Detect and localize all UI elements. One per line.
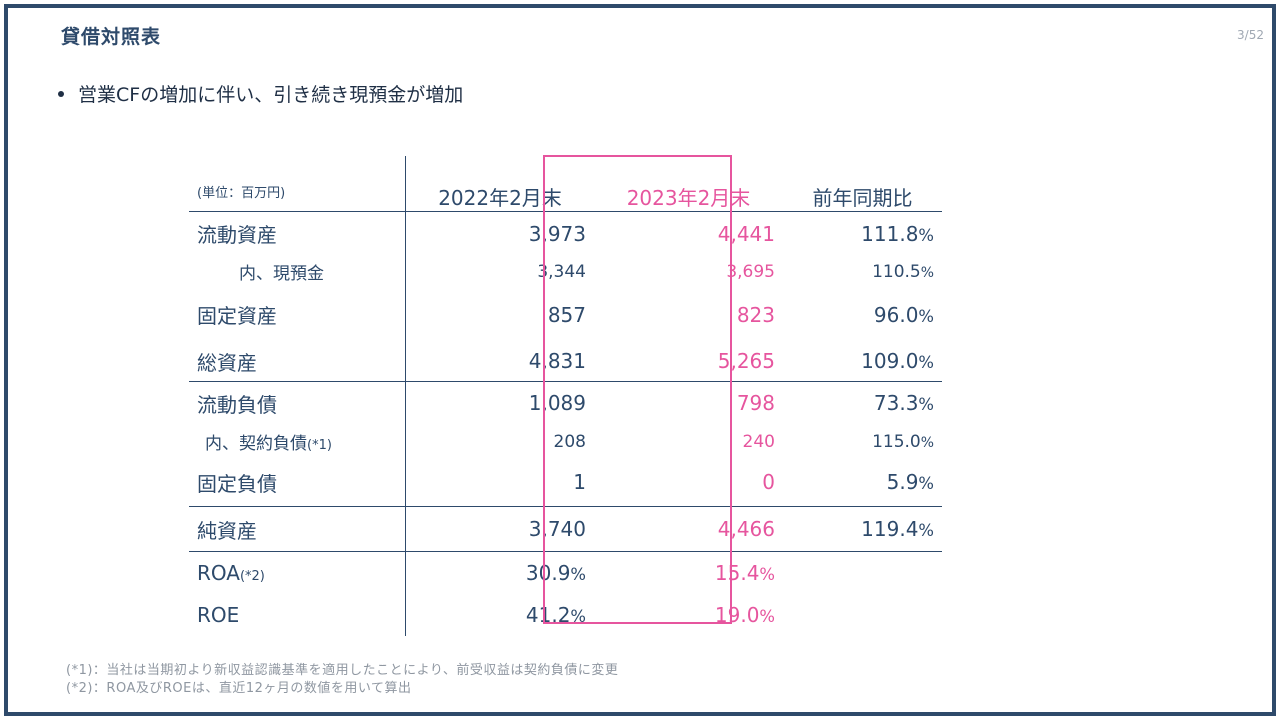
bullet-text: 営業CFの増加に伴い、引き続き現預金が増加 (78, 84, 464, 106)
row-label: 内、契約負債(*1) (189, 424, 406, 459)
value-yoy (783, 594, 942, 636)
table-row: ROA(*2) 30.9% 15.4% (189, 551, 942, 594)
value-2023: 5,265 (717, 349, 775, 374)
unit-label: (単位：百万円) (189, 156, 406, 212)
value-yoy (783, 551, 942, 594)
row-label: 固定資産 (189, 287, 406, 342)
page-number: 3/52 (1237, 28, 1264, 42)
balance-sheet-table: (単位：百万円) 2022年2月末 2023年2月末 前年同期比 流動資産 3,… (189, 156, 942, 636)
table-header-row: (単位：百万円) 2022年2月末 2023年2月末 前年同期比 (189, 156, 942, 212)
value-yoy: 73.3% (783, 381, 942, 425)
value-2022: 857 (547, 302, 586, 327)
value-yoy: 109.0% (861, 349, 934, 374)
table-row: 内、契約負債(*1) 208 240 115.0% (189, 424, 942, 459)
page-title: 貸借対照表 (61, 26, 162, 48)
value-yoy: 111.8% (861, 221, 934, 246)
value-2022: 41.2% (525, 602, 586, 627)
row-label: ROA(*2) (189, 551, 406, 594)
value-2022: 208 (553, 431, 586, 452)
value-2023: 19.0% (714, 602, 775, 627)
value-yoy: 5.9% (886, 470, 934, 495)
value-2022: 3,344 (537, 261, 586, 282)
value-2023: 823 (736, 302, 775, 327)
table-row: 固定資産 857 823 96.0% (189, 287, 942, 342)
table-row: 流動資産 3,973 4,441 111.8% (189, 211, 942, 256)
value-2022: 1,089 (405, 381, 594, 425)
value-2023: 798 (594, 381, 783, 425)
value-2023: 4,466 (594, 506, 783, 552)
footnote-1: (*1)：当社は当期初より新収益認識基準を適用したことにより、前受収益は契約負債… (66, 663, 619, 678)
row-label: 流動資産 (189, 211, 406, 256)
value-2022: 3,740 (405, 506, 594, 552)
table-row: 内、現預金 3,344 3,695 110.5% (189, 255, 942, 288)
row-label: 総資産 (189, 341, 406, 382)
slide-frame (4, 4, 1276, 716)
row-label: 固定負債 (189, 458, 406, 507)
value-2022: 30.9% (405, 551, 594, 594)
value-yoy: 119.4% (783, 506, 942, 552)
value-yoy: 110.5% (872, 261, 934, 282)
footnote-2: (*2)：ROA及びROEは、直近12ヶ月の数値を用いて算出 (66, 681, 412, 696)
value-2023: 4,441 (717, 221, 775, 246)
row-label: ROE (189, 593, 406, 636)
value-2022: 3,973 (528, 221, 586, 246)
table-row: ROE 41.2% 19.0% (189, 593, 942, 636)
row-label: 純資産 (189, 506, 406, 552)
value-2022: 4,831 (528, 349, 586, 374)
value-2023: 3,695 (726, 261, 775, 282)
value-yoy: 115.0% (872, 431, 934, 452)
value-2023: 15.4% (594, 551, 783, 594)
value-yoy: 96.0% (873, 302, 934, 327)
col-2023: 2023年2月末 (594, 156, 783, 212)
table-row: 流動負債 1,089 798 73.3% (189, 381, 942, 425)
value-2023: 240 (742, 431, 775, 452)
table-row: 総資産 4,831 5,265 109.0% (189, 341, 942, 382)
value-2022: 1 (573, 470, 586, 495)
footnotes: (*1)：当社は当期初より新収益認識基準を適用したことにより、前受収益は契約負債… (66, 662, 618, 698)
table-row: 固定負債 1 0 5.9% (189, 458, 942, 507)
bullet-point: 営業CFの増加に伴い、引き続き現預金が増加 (58, 80, 463, 107)
row-label: 内、現預金 (189, 255, 406, 288)
table-row: 純資産 3,740 4,466 119.4% (189, 506, 942, 552)
col-2022: 2022年2月末 (405, 156, 594, 212)
value-2023: 0 (762, 470, 775, 495)
col-yoy: 前年同期比 (783, 156, 942, 212)
bullet-icon (58, 90, 64, 97)
row-label: 流動負債 (189, 381, 406, 425)
